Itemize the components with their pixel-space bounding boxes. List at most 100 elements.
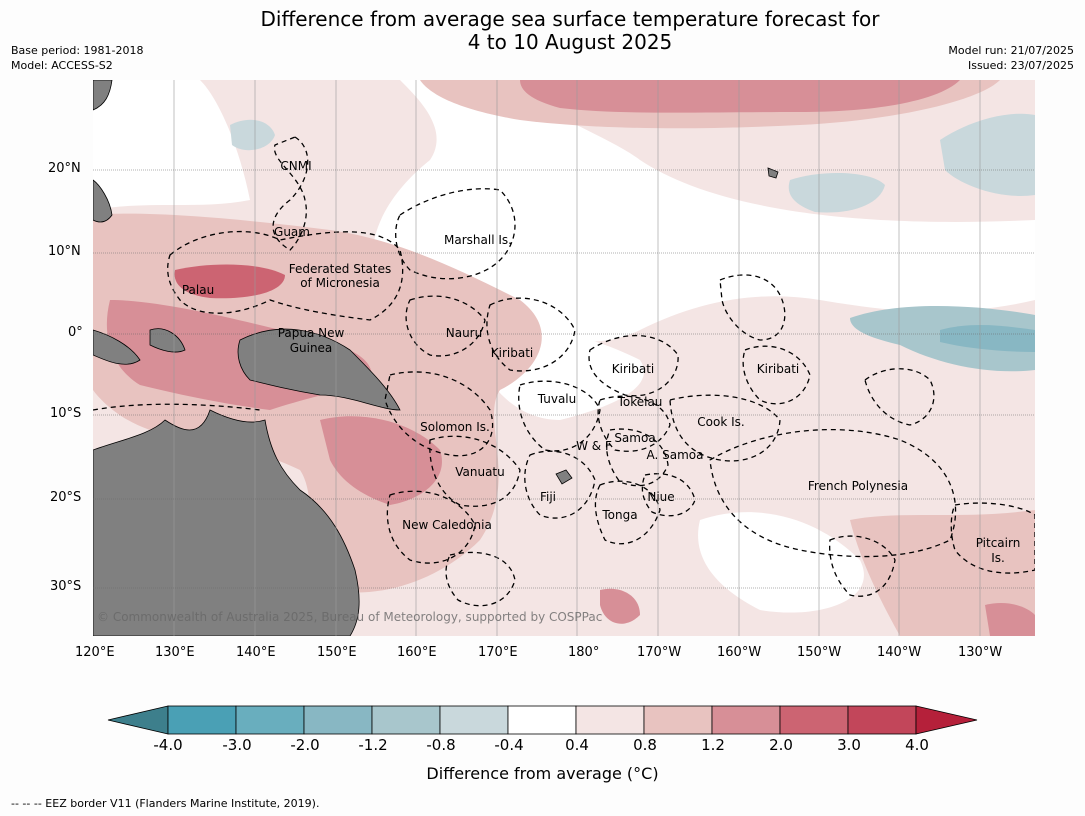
eez-borders	[93, 136, 1035, 607]
colorbar-segment	[371, 705, 441, 735]
label-cook-islands: Cook Is.	[697, 415, 744, 429]
colorbar-segment	[643, 705, 713, 735]
gridlines	[173, 80, 981, 636]
label-kiribati-east: Kiribati	[757, 362, 799, 376]
label-solomon-islands: Solomon Is.	[420, 420, 490, 434]
label-nauru: Nauru	[446, 326, 482, 340]
colorbar-tick: -0.8	[426, 736, 456, 754]
lon-label: 150°W	[797, 645, 842, 660]
label-kiribati-west: Kiribati	[491, 346, 533, 360]
colorbar-segment	[847, 705, 917, 735]
lat-label: 20°N	[48, 161, 81, 176]
label-new-caledonia: New Caledonia	[402, 518, 492, 532]
copyright-notice: © Commonwealth of Australia 2025, Bureau…	[97, 610, 602, 624]
lat-label: 10°S	[50, 406, 82, 421]
colorbar-tick: -3.0	[222, 736, 252, 754]
label-american-samoa: A. Samoa	[647, 448, 704, 462]
lon-label: 140°E	[236, 645, 276, 660]
lon-label: 180°	[568, 645, 600, 660]
cool-anomaly	[230, 119, 275, 151]
colorbar-tick: 3.0	[837, 736, 861, 754]
colorbar-segment	[575, 705, 645, 735]
colorbar	[107, 705, 978, 735]
lat-label: 10°N	[48, 244, 81, 259]
colorbar-segment	[439, 705, 509, 735]
model-name: Model: ACCESS-S2	[11, 59, 113, 72]
colorbar-segment	[235, 705, 305, 735]
label-cnmi: CNMI	[280, 159, 311, 173]
label-marshall-islands: Marshall Is.	[444, 233, 512, 247]
near-average-zone	[93, 80, 250, 210]
colorbar-tick: -0.4	[494, 736, 524, 754]
label-tokelau: Tokelau	[617, 395, 663, 409]
label-pitcairn-line1: Pitcairn	[976, 536, 1021, 550]
lat-label: 30°S	[50, 579, 82, 594]
lat-gridlines	[93, 169, 1035, 589]
colorbar-segment	[303, 705, 373, 735]
label-kiribati-central: Kiribati	[612, 362, 654, 376]
sulawesi-landmass	[149, 328, 186, 353]
colorbar-segment	[779, 705, 849, 735]
warm-anomaly	[520, 80, 960, 113]
colorbar-segment	[167, 705, 237, 735]
label-pitcairn-line2: Is.	[991, 551, 1005, 565]
colorbar-tick: 4.0	[905, 736, 929, 754]
lat-label: 0°	[68, 325, 83, 340]
label-vanuatu: Vanuatu	[455, 465, 505, 479]
label-samoa: Samoa	[614, 431, 655, 445]
label-palau: Palau	[182, 283, 214, 297]
cool-anomaly	[940, 113, 1035, 196]
lon-label: 130°E	[155, 645, 195, 660]
warm-anomaly	[985, 603, 1035, 636]
label-tuvalu: Tuvalu	[537, 392, 577, 406]
philippines-landmass	[93, 179, 113, 223]
issued-date: Issued: 23/07/2025	[967, 59, 1074, 72]
eez-legend-note: -- -- -- EEZ border V11 (Flanders Marine…	[11, 797, 320, 810]
colorbar-extend-low	[107, 705, 169, 735]
label-png-line2: Guinea	[290, 341, 333, 355]
hawaii-landmass	[767, 167, 779, 179]
lon-label: 120°E	[75, 645, 115, 660]
lon-label: 150°E	[317, 645, 357, 660]
model-run: Model run: 21/07/2025	[948, 44, 1074, 57]
australia-landmass	[93, 409, 360, 636]
new-guinea-landmass	[237, 328, 401, 411]
cool-anomaly	[788, 173, 885, 213]
map-title: Difference from average sea surface temp…	[0, 8, 1085, 54]
warm-anomaly	[320, 416, 442, 505]
colorbar-segment	[711, 705, 781, 735]
meta-right: Model run: 21/07/2025 Issued: 23/07/2025	[948, 43, 1074, 73]
label-tonga: Tonga	[601, 508, 637, 522]
label-niue: Niue	[647, 490, 674, 504]
colorbar-segment	[507, 705, 577, 735]
meta-left: Base period: 1981-2018 Model: ACCESS-S2	[11, 43, 143, 73]
colorbar-tick: 0.8	[633, 736, 657, 754]
colorbar-extend-high	[915, 705, 978, 735]
map-area: CNMI Guam Marshall Is. Federated States …	[93, 80, 1035, 636]
lon-label: 160°E	[397, 645, 437, 660]
label-wallis-futuna: W & F	[576, 439, 612, 453]
near-average-zone	[372, 80, 1035, 342]
place-labels: CNMI Guam Marshall Is. Federated States …	[182, 159, 1020, 565]
lat-label: 20°S	[50, 490, 82, 505]
lon-label: 170°E	[478, 645, 518, 660]
label-guam: Guam	[274, 225, 310, 239]
lon-label: 160°W	[717, 645, 762, 660]
warm-anomaly	[93, 213, 542, 593]
title-line-1: Difference from average sea surface temp…	[260, 7, 880, 31]
asia-landmass	[93, 80, 113, 111]
borneo-landmass	[93, 329, 141, 365]
near-average-zone	[698, 512, 864, 613]
lon-label: 170°W	[637, 645, 682, 660]
colorbar-tick: -2.0	[290, 736, 320, 754]
cool-anomaly	[940, 325, 1035, 352]
colorbar-tick: -4.0	[153, 736, 183, 754]
strong-warm-anomaly	[174, 264, 285, 299]
title-line-2: 4 to 10 August 2025	[467, 30, 673, 54]
fiji-landmass	[555, 469, 573, 485]
colorbar-tick: 2.0	[769, 736, 793, 754]
label-fsm-line1: Federated States	[289, 262, 391, 276]
colorbar-label: Difference from average (°C)	[426, 764, 659, 783]
lon-label: 130°W	[958, 645, 1003, 660]
